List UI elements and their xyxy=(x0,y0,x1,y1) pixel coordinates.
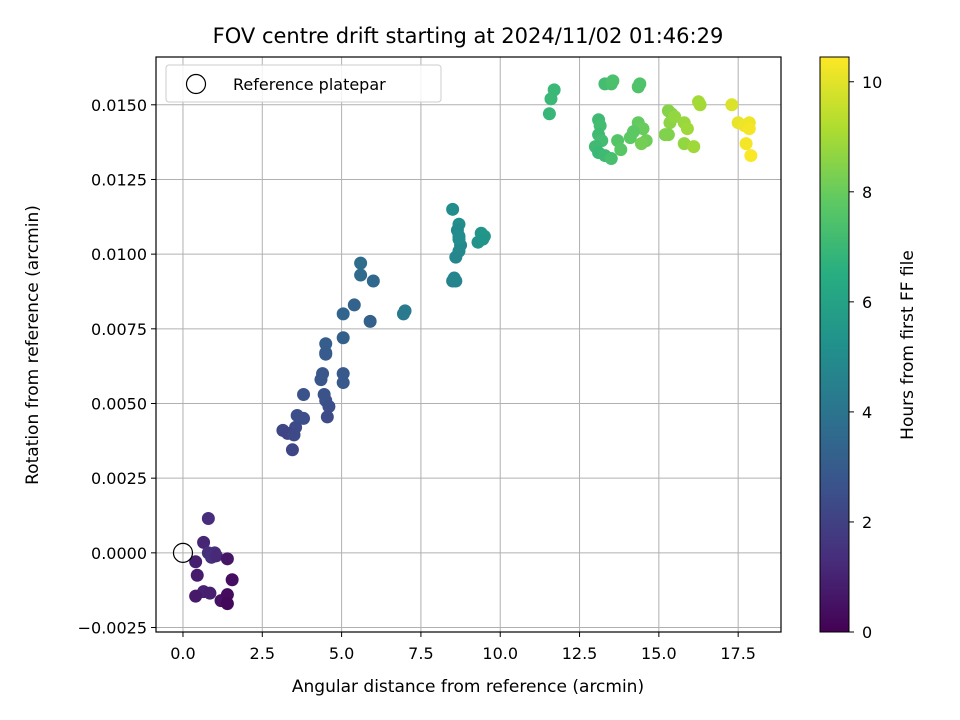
x-axis-ticks: 0.0 2.5 5.0 7.5 10.0 12.5 15.0 17.5 xyxy=(170,632,756,663)
y-tick-label: 0.0050 xyxy=(91,394,147,413)
scatter-point xyxy=(220,552,234,566)
colorbar-ticks: 0 2 4 6 8 10 xyxy=(849,73,882,642)
scatter-point xyxy=(322,399,336,413)
scatter-point xyxy=(336,376,350,390)
scatter-point xyxy=(668,110,682,124)
scatter-point xyxy=(447,271,461,285)
scatter-point xyxy=(347,298,361,312)
scatter-point xyxy=(634,137,648,151)
colorbar-tick-label: 8 xyxy=(862,183,872,202)
y-tick-label: 0.0075 xyxy=(91,320,147,339)
legend-box xyxy=(165,64,442,103)
scatter-point xyxy=(203,586,217,600)
scatter-point xyxy=(220,597,234,611)
scatter-point xyxy=(742,122,756,136)
colorbar-tick-label: 2 xyxy=(862,513,872,532)
scatter-point xyxy=(189,589,203,603)
scatter-point xyxy=(220,588,234,602)
scatter-point xyxy=(336,367,350,381)
x-tick-label: 10.0 xyxy=(482,644,518,663)
scatter-point xyxy=(614,143,628,157)
colorbar-tick-label: 0 xyxy=(862,623,872,642)
scatter-point xyxy=(197,535,211,549)
scatter-point xyxy=(320,410,334,424)
y-axis-label: Rotation from reference (arcmin) xyxy=(23,205,43,485)
colorbar: 0 2 4 6 8 10 Hours from first FF file xyxy=(819,56,918,642)
y-tick-label: 0.0125 xyxy=(91,170,147,189)
scatter-point xyxy=(680,122,694,136)
scatter-point xyxy=(354,268,368,282)
y-tick-label: 0.0025 xyxy=(91,469,147,488)
scatter-point xyxy=(446,202,460,216)
scatter-point xyxy=(363,314,377,328)
scatter-point xyxy=(319,347,333,361)
y-tick-label: 0.0000 xyxy=(91,544,147,563)
scatter-point xyxy=(604,152,618,166)
scatter-point xyxy=(452,232,466,246)
scatter-point xyxy=(449,250,463,264)
reference-platepar-marker xyxy=(172,542,194,563)
scatter-point xyxy=(476,232,490,246)
scatter-point xyxy=(314,373,328,387)
scatter-point xyxy=(319,337,333,351)
scatter-point xyxy=(285,443,299,457)
scatter-point xyxy=(739,137,753,151)
x-tick-label: 7.5 xyxy=(408,644,433,663)
y-tick-label: −0.0025 xyxy=(78,619,147,638)
scatter-point xyxy=(542,107,556,121)
colorbar-tick-label: 10 xyxy=(862,73,882,92)
scatter-point xyxy=(297,388,311,402)
scatter-point xyxy=(626,125,640,139)
colorbar-gradient xyxy=(819,56,850,633)
y-tick-label: 0.0150 xyxy=(91,96,147,115)
x-axis-label: Angular distance from reference (arcmin) xyxy=(292,677,644,697)
gridlines xyxy=(156,57,781,632)
y-axis-ticks: −0.0025 0.0000 0.0025 0.0050 0.0075 0.0100 0.0… xyxy=(78,96,156,638)
x-tick-label: 5.0 xyxy=(329,644,354,663)
colorbar-tick-label: 6 xyxy=(862,293,872,312)
scatter-point xyxy=(693,98,707,112)
scatter-point xyxy=(209,549,223,563)
colorbar-label: Hours from first FF file xyxy=(898,250,918,440)
scatter-point xyxy=(396,307,410,321)
scatter-point xyxy=(366,274,380,288)
x-tick-label: 15.0 xyxy=(641,644,677,663)
x-tick-label: 17.5 xyxy=(720,644,756,663)
scatter-point xyxy=(336,307,350,321)
colorbar-tick-label: 4 xyxy=(862,403,872,422)
x-tick-label: 2.5 xyxy=(250,644,275,663)
scatter-point xyxy=(290,408,304,422)
scatter-point xyxy=(544,92,558,106)
scatter-point xyxy=(725,98,739,112)
scatter-point xyxy=(201,511,215,525)
plot-area xyxy=(155,56,782,633)
legend-label-reference-platepar: Reference platepar xyxy=(233,75,386,94)
scatter-point xyxy=(354,256,368,270)
scatter-point xyxy=(744,149,758,163)
y-tick-label: 0.0100 xyxy=(91,245,147,264)
scatter-point xyxy=(225,573,239,587)
scatter-point xyxy=(336,331,350,345)
data-points xyxy=(189,74,758,611)
legend-open-circle-marker xyxy=(185,73,207,95)
reference-marker-layer xyxy=(172,542,194,563)
scatter-point xyxy=(606,74,620,88)
chart-title: FOV centre drift starting at 2024/11/02 … xyxy=(213,24,724,48)
scatter-point xyxy=(687,140,701,154)
scatter-point xyxy=(190,568,204,582)
x-tick-label: 12.5 xyxy=(562,644,598,663)
scatter-point xyxy=(189,555,203,569)
scatter-point xyxy=(658,128,672,142)
scatter-point xyxy=(287,428,301,442)
scatter-point xyxy=(631,80,645,94)
legend: Reference platepar xyxy=(165,64,442,103)
x-tick-label: 0.0 xyxy=(170,644,195,663)
